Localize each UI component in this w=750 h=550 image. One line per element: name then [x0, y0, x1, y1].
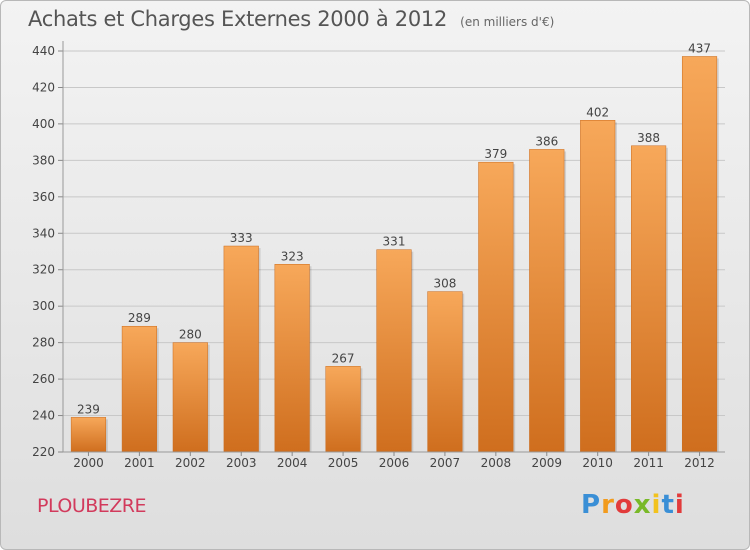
y-tick-label: 340 [32, 226, 55, 240]
axis-layer: 220 240 260 280 300 320 340 360 380 400 420 440 2000… [32, 41, 725, 470]
bars-layer: 239 289 280 333 323 267 331 308 379 386 402 388 437 [70, 41, 719, 453]
y-tick-label: 320 [32, 263, 55, 277]
data-label-2006: 331 [383, 235, 406, 249]
brand-letter: t [661, 490, 675, 520]
chart-title: Achats et Charges Externes 2000 à 2012 [28, 7, 448, 31]
x-tick-label-2007: 2007 [430, 456, 461, 470]
brand-letter: r [601, 490, 615, 520]
data-label-2009: 386 [535, 134, 558, 148]
y-tick-label: 440 [32, 44, 55, 58]
data-label-2000: 239 [77, 402, 100, 416]
brand-letter: o [614, 490, 634, 520]
x-tick-label-2012: 2012 [684, 456, 715, 470]
data-label-2003: 333 [230, 231, 253, 245]
data-label-2004: 323 [281, 249, 304, 263]
bar-2004 [274, 264, 310, 453]
data-label-2005: 267 [332, 351, 355, 365]
data-label-2008: 379 [484, 147, 507, 161]
y-tick-label: 300 [32, 299, 55, 313]
y-tick-label: 240 [32, 409, 55, 423]
x-tick-label-2000: 2000 [73, 456, 104, 470]
y-tick-label: 280 [32, 336, 55, 350]
x-tick-label-2008: 2008 [481, 456, 512, 470]
chart-subtitle: (en milliers d'€) [460, 15, 555, 29]
bar-2007 [427, 291, 463, 453]
brand-logo[interactable]: Proxiti [581, 490, 685, 520]
brand-letter: x [633, 490, 652, 520]
x-tick-label-2003: 2003 [226, 456, 257, 470]
y-tick-label: 220 [32, 445, 55, 459]
x-tick-label-2002: 2002 [175, 456, 206, 470]
x-tick-label-2005: 2005 [328, 456, 359, 470]
data-label-2002: 280 [179, 328, 202, 342]
data-label-2007: 308 [433, 277, 456, 291]
title-row: Achats et Charges Externes 2000 à 2012 (… [28, 7, 554, 31]
y-tick-label: 260 [32, 372, 55, 386]
x-tick-label-2001: 2001 [124, 456, 155, 470]
x-tick-label-2011: 2011 [633, 456, 664, 470]
bar-2009 [529, 149, 565, 453]
bar-2005 [325, 366, 361, 453]
y-tick-label: 380 [32, 153, 55, 167]
y-tick-label: 400 [32, 117, 55, 131]
data-label-2010: 402 [586, 105, 609, 119]
bar-2002 [172, 342, 208, 453]
x-tick-label-2010: 2010 [582, 456, 613, 470]
brand-letter: i [674, 490, 685, 520]
bar-2000 [70, 417, 107, 453]
bar-2001 [121, 325, 157, 453]
data-label-2001: 289 [128, 311, 151, 325]
x-tick-label-2004: 2004 [277, 456, 308, 470]
bar-2006 [376, 249, 412, 453]
brand-letter: i [651, 490, 662, 520]
bar-2008 [478, 161, 514, 453]
data-label-2012: 437 [688, 41, 711, 55]
bar-2003 [223, 245, 259, 453]
bar-2011 [631, 145, 667, 453]
bar-2010 [580, 120, 616, 453]
y-tick-label: 360 [32, 190, 55, 204]
bar-2012 [681, 56, 718, 453]
town-name: PLOUBEZRE [37, 495, 147, 517]
data-label-2011: 388 [637, 131, 660, 145]
x-tick-label-2006: 2006 [379, 456, 410, 470]
y-tick-label: 420 [32, 80, 55, 94]
brand-letter: P [581, 490, 602, 520]
x-tick-label-2009: 2009 [531, 456, 562, 470]
